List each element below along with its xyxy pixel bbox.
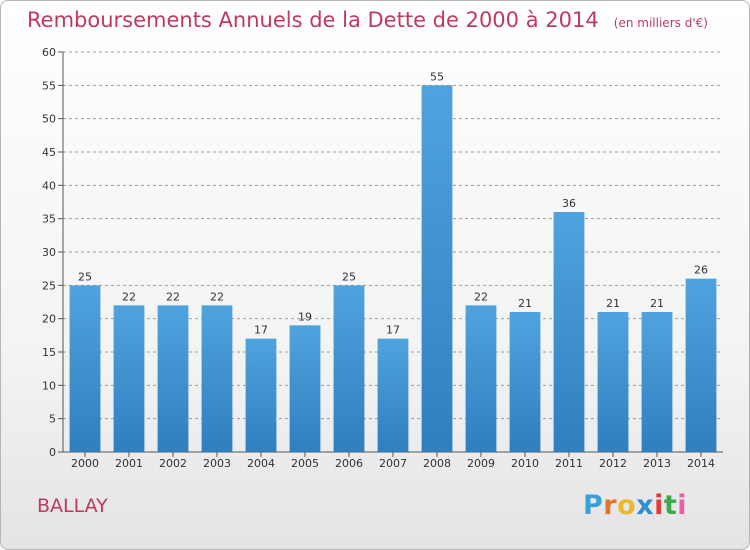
- bar: [641, 312, 673, 452]
- bar: [69, 285, 101, 452]
- x-tick-label: 2008: [423, 457, 451, 470]
- bar: [685, 278, 717, 452]
- logo-letter: i: [677, 490, 688, 521]
- x-tick-label: 2004: [247, 457, 275, 470]
- x-tick-label: 2009: [467, 457, 495, 470]
- x-tick-label: 2011: [555, 457, 583, 470]
- y-tick-label: 45: [42, 146, 56, 159]
- bar: [553, 212, 585, 452]
- logo-letter: o: [617, 490, 637, 521]
- bar: [245, 338, 277, 452]
- bar: [377, 338, 409, 452]
- x-tick-label: 2014: [687, 457, 715, 470]
- bar: [333, 285, 365, 452]
- y-tick-label: 35: [42, 213, 56, 226]
- bar-value-label: 26: [694, 264, 708, 277]
- commune-name: BALLAY: [37, 495, 108, 517]
- x-tick-label: 2003: [203, 457, 231, 470]
- y-tick-label: 0: [49, 446, 56, 459]
- labels: 25 2000 22 2001 22 2002 22 2003 17 2004 19 2005 25 20…: [71, 70, 715, 470]
- x-tick-label: 2000: [71, 457, 99, 470]
- x-tick-label: 2010: [511, 457, 539, 470]
- logo-letter: P: [583, 490, 604, 521]
- bar-value-label: 21: [518, 297, 532, 310]
- bar-value-label: 36: [562, 197, 576, 210]
- logo-letter: i: [654, 490, 664, 521]
- bar-value-label: 19: [298, 310, 312, 323]
- x-tick-label: 2013: [643, 457, 671, 470]
- bar-value-label: 55: [430, 70, 444, 83]
- bar: [201, 305, 233, 452]
- y-tick-label: 5: [49, 413, 56, 426]
- proxiti-logo[interactable]: Proxiti: [583, 490, 687, 521]
- y-tick-label: 60: [42, 46, 56, 59]
- bar: [157, 305, 189, 452]
- bar-value-label: 21: [650, 297, 664, 310]
- bar: [289, 325, 321, 452]
- y-tick-label: 55: [42, 79, 56, 92]
- bar-value-label: 22: [166, 290, 180, 303]
- chart-title-main: Remboursements Annuels de la Dette de 20…: [27, 8, 599, 32]
- bar: [421, 85, 453, 452]
- x-tick-label: 2007: [379, 457, 407, 470]
- y-tick-label: 50: [42, 113, 56, 126]
- x-tick-label: 2002: [159, 457, 187, 470]
- logo-letter: r: [603, 490, 618, 521]
- bar-value-label: 21: [606, 297, 620, 310]
- x-tick-label: 2005: [291, 457, 319, 470]
- y-tick-label: 20: [42, 313, 56, 326]
- bar-value-label: 25: [78, 270, 92, 283]
- y-tick-label: 30: [42, 246, 56, 259]
- x-tick-label: 2012: [599, 457, 627, 470]
- y-tick-label: 15: [42, 346, 56, 359]
- bar-value-label: 25: [342, 270, 356, 283]
- y-tick-label: 10: [42, 379, 56, 392]
- bar-value-label: 17: [386, 324, 400, 337]
- bar: [113, 305, 145, 452]
- logo-letter: t: [663, 490, 678, 521]
- bar-value-label: 17: [254, 324, 268, 337]
- chart-title-unit: (en milliers d'€): [613, 16, 708, 30]
- bar: [509, 312, 541, 452]
- y-tick-label: 25: [42, 279, 56, 292]
- x-tick-label: 2006: [335, 457, 363, 470]
- chart-title: Remboursements Annuels de la Dette de 20…: [27, 8, 708, 32]
- bar-value-label: 22: [474, 290, 488, 303]
- bars: [69, 85, 717, 452]
- bar-value-label: 22: [122, 290, 136, 303]
- logo-letter: x: [636, 490, 655, 521]
- x-tick-label: 2001: [115, 457, 143, 470]
- bar: [465, 305, 497, 452]
- bar-value-label: 22: [210, 290, 224, 303]
- bar: [597, 312, 629, 452]
- y-tick-label: 40: [42, 179, 56, 192]
